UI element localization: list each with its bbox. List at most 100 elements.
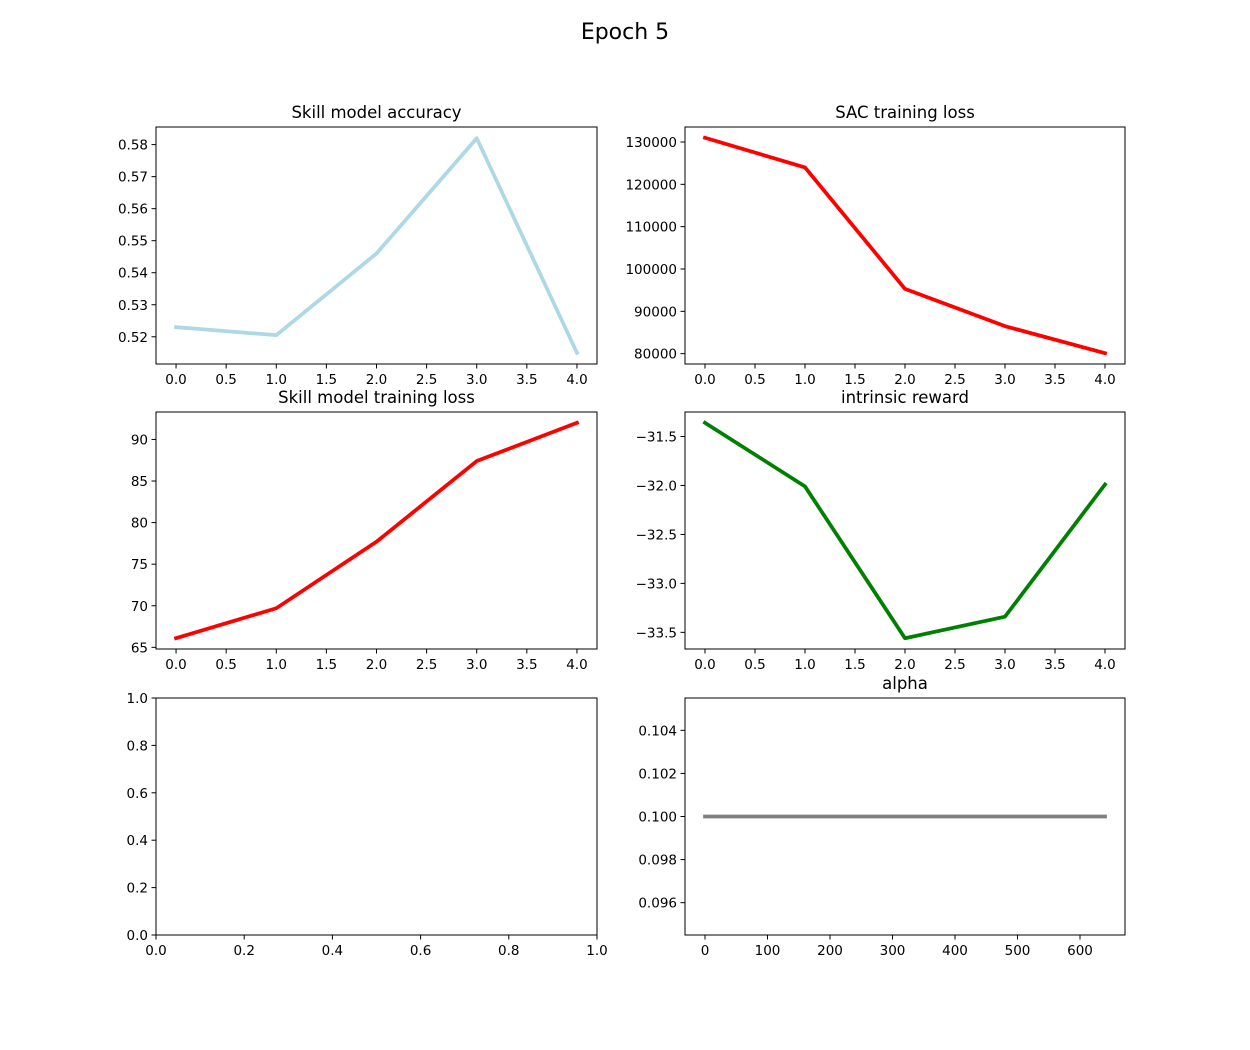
x-tick-label: 100 xyxy=(755,943,781,959)
x-tick-label: 1.0 xyxy=(266,657,287,673)
y-tick-label: −32.5 xyxy=(636,527,677,543)
y-tick-label: 65 xyxy=(131,640,148,656)
panel-skill-loss: Skill model training loss 0.0 0.5 1.0 1.5 2.0… xyxy=(131,388,598,673)
series-line-skill-loss-0 xyxy=(173,420,580,641)
panel-title-alpha: alpha xyxy=(882,674,928,693)
x-tick-label: 0.5 xyxy=(744,372,765,388)
x-tick-label: 1.5 xyxy=(844,657,865,673)
y-tick-label: 1.0 xyxy=(127,691,148,707)
axes-frame-skill-accuracy xyxy=(155,126,598,365)
y-tick-label: −33.0 xyxy=(636,576,677,592)
x-tick-label: 1.0 xyxy=(586,943,607,959)
y-tick-label: 0.104 xyxy=(638,723,677,739)
panel-title-skill-accuracy: Skill model accuracy xyxy=(291,103,461,122)
y-tick-label: 120000 xyxy=(625,177,677,193)
y-tick-label: −33.5 xyxy=(636,625,677,641)
y-tick-label: 130000 xyxy=(625,135,677,151)
y-tick-label: 0.098 xyxy=(638,853,677,869)
subplot-grid: Skill model accuracy 0.0 0.5 1.0 1.5 2.0 2.5 3.… xyxy=(118,103,1126,959)
x-tick-label: 3.5 xyxy=(516,657,537,673)
y-tick-label: 0.53 xyxy=(118,298,148,314)
panel-empty: 0.0 0.2 0.4 0.6 0.8 1.0 0.0 0.2 0.4 0.6 0.8 1.0 xyxy=(127,691,608,959)
x-tick-label: 2.5 xyxy=(944,372,965,388)
panel-alpha: alpha 0 100 200 300 400 500 600 0.096 0.098 0.100 0… xyxy=(638,674,1126,959)
x-tick-label: 0.2 xyxy=(233,943,254,959)
y-tick-label: −32.0 xyxy=(636,478,677,494)
axes-frame-empty xyxy=(155,697,598,936)
series-line-sac-loss-0 xyxy=(702,135,1108,356)
series-line-skill-accuracy-0 xyxy=(174,136,580,356)
y-tick-label: 0.58 xyxy=(118,138,148,154)
y-tick-label: 0.6 xyxy=(127,786,148,802)
x-tick-label: 3.0 xyxy=(466,657,487,673)
axes-frame-skill-loss xyxy=(155,411,598,650)
y-tick-label: −31.5 xyxy=(636,429,677,445)
x-tick-label: 3.5 xyxy=(516,372,537,388)
x-tick-label: 0.5 xyxy=(744,657,765,673)
axes-frame-sac-loss xyxy=(684,126,1126,365)
x-tick-label: 2.0 xyxy=(894,657,915,673)
y-tick-label: 0.4 xyxy=(127,833,148,849)
x-tick-label: 1.0 xyxy=(794,372,815,388)
y-tick-label: 80 xyxy=(131,516,148,532)
y-tick-label: 75 xyxy=(131,557,148,573)
y-tick-label: 0.52 xyxy=(118,330,148,346)
y-tick-label: 110000 xyxy=(625,220,677,236)
x-tick-label: 3.0 xyxy=(466,372,487,388)
x-tick-label: 1.5 xyxy=(844,372,865,388)
x-tick-label: 0.0 xyxy=(145,943,166,959)
x-tick-label: 3.5 xyxy=(1044,657,1065,673)
y-tick-label: 0.54 xyxy=(118,266,148,282)
x-tick-label: 0 xyxy=(701,943,710,959)
x-tick-label: 3.0 xyxy=(994,372,1015,388)
x-tick-label: 0.0 xyxy=(165,372,186,388)
x-tick-label: 4.0 xyxy=(1094,372,1115,388)
y-tick-label: 0.0 xyxy=(127,928,148,944)
panel-skill-accuracy: Skill model accuracy 0.0 0.5 1.0 1.5 2.0 2.5 3.… xyxy=(118,103,598,388)
y-tick-label: 0.2 xyxy=(127,881,148,897)
x-tick-label: 500 xyxy=(1005,943,1031,959)
y-tick-label: 0.102 xyxy=(638,766,677,782)
y-tick-label: 0.100 xyxy=(638,810,677,826)
x-tick-label: 2.0 xyxy=(894,372,915,388)
y-tick-label: 0.57 xyxy=(118,170,148,186)
x-tick-label: 1.5 xyxy=(316,372,337,388)
axes-frame-intrinsic-reward xyxy=(684,411,1126,650)
x-tick-label: 0.5 xyxy=(215,657,236,673)
y-tick-label: 0.8 xyxy=(127,738,148,754)
y-tick-label: 85 xyxy=(131,474,148,490)
x-tick-label: 200 xyxy=(817,943,843,959)
y-tick-label: 90000 xyxy=(634,304,677,320)
panel-intrinsic-reward: intrinsic reward 0.0 0.5 1.0 1.5 2.0 2.5 3.0 3.5… xyxy=(636,388,1126,673)
x-tick-label: 2.0 xyxy=(366,372,387,388)
x-tick-label: 4.0 xyxy=(566,657,587,673)
panel-sac-loss: SAC training loss 0.0 0.5 1.0 1.5 2.0 2.5 3.0 3.… xyxy=(625,103,1126,388)
panel-title-sac-loss: SAC training loss xyxy=(835,103,975,122)
x-tick-label: 1.0 xyxy=(794,657,815,673)
x-tick-label: 4.0 xyxy=(566,372,587,388)
x-tick-label: 3.5 xyxy=(1044,372,1065,388)
y-tick-label: 0.56 xyxy=(118,202,148,218)
x-tick-label: 0.6 xyxy=(410,943,431,959)
x-tick-label: 0.0 xyxy=(694,657,715,673)
y-tick-label: 80000 xyxy=(634,347,677,363)
x-tick-label: 600 xyxy=(1067,943,1093,959)
x-tick-label: 4.0 xyxy=(1094,657,1115,673)
panel-title-skill-loss: Skill model training loss xyxy=(278,388,475,407)
series-line-intrinsic-reward-0 xyxy=(702,420,1108,641)
x-tick-label: 2.5 xyxy=(416,372,437,388)
y-tick-label: 0.55 xyxy=(118,234,148,250)
figure-title: Epoch 5 xyxy=(581,20,669,45)
x-tick-label: 2.0 xyxy=(366,657,387,673)
x-tick-label: 0.0 xyxy=(165,657,186,673)
y-tick-label: 0.096 xyxy=(638,896,677,912)
axes-frame-alpha xyxy=(684,697,1126,936)
panel-title-intrinsic-reward: intrinsic reward xyxy=(841,388,969,407)
x-tick-label: 0.8 xyxy=(498,943,519,959)
x-tick-label: 0.5 xyxy=(215,372,236,388)
y-tick-label: 100000 xyxy=(625,262,677,278)
x-tick-label: 400 xyxy=(942,943,968,959)
y-tick-label: 90 xyxy=(131,432,148,448)
